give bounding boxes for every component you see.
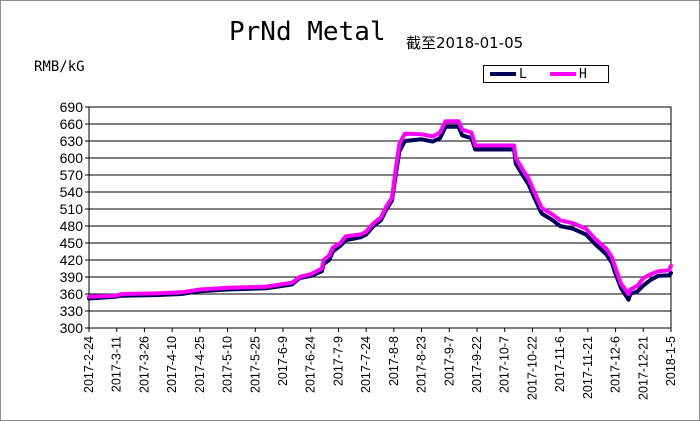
y-tick-label: 660	[60, 116, 84, 132]
x-tick-label: 2017-10-22	[525, 336, 539, 400]
x-tick-label: 2017-4-25	[193, 336, 207, 393]
x-tick-label: 2017-12-6	[609, 336, 623, 393]
y-tick-label: 570	[60, 167, 84, 183]
legend: L H	[483, 65, 609, 83]
x-tick-label: 2017-7-9	[331, 336, 345, 386]
x-tick-label: 2017-5-25	[248, 336, 262, 393]
x-tick-label: 2017-9-7	[442, 336, 456, 386]
y-tick-label: 450	[60, 235, 84, 251]
legend-label-l: L	[519, 66, 527, 82]
chart-subtitle: 截至2018-01-05	[406, 34, 524, 52]
y-tick-label: 510	[60, 201, 84, 217]
legend-item-l: L	[490, 66, 527, 82]
y-tick-label: 390	[60, 269, 84, 285]
x-tick-label: 2017-9-22	[470, 336, 484, 393]
y-tick-label: 630	[60, 133, 84, 149]
x-tick-label: 2017-5-10	[221, 336, 235, 393]
series-line-h	[87, 119, 673, 299]
y-tick-label: 540	[60, 184, 84, 200]
y-tick-label: 600	[60, 150, 84, 166]
y-tick-label: 360	[60, 286, 84, 302]
legend-item-h: H	[550, 66, 587, 82]
x-tick-label: 2017-3-11	[110, 336, 124, 392]
y-tick-label: 300	[60, 320, 84, 336]
x-tick-label: 2017-3-26	[137, 336, 151, 393]
x-tick-label: 2018-1-5	[664, 336, 678, 386]
chart-title: PrNd Metal	[229, 17, 386, 47]
y-tick-label: 690	[60, 99, 84, 115]
x-tick-label: 2017-11-21	[581, 336, 595, 399]
x-tick-label: 2017-6-24	[304, 336, 318, 393]
x-tick-label: 2017-8-8	[387, 336, 401, 386]
x-tick-label: 2017-10-7	[498, 336, 512, 393]
legend-label-h: H	[579, 66, 587, 82]
x-tick-label: 2017-11-6	[553, 336, 567, 392]
legend-swatch-l	[490, 72, 516, 76]
x-tick-label: 2017-4-10	[165, 336, 179, 393]
y-axis-unit-label: RMB/kG	[34, 59, 85, 75]
y-tick-label: 480	[60, 218, 84, 234]
y-tick-label: 420	[60, 252, 84, 268]
plot-border	[88, 106, 672, 329]
y-tick-label: 330	[60, 303, 84, 319]
x-tick-label: 2017-6-9	[276, 336, 290, 386]
x-tick-label: 2017-2-24	[82, 336, 96, 393]
legend-swatch-h	[550, 72, 576, 76]
x-tick-label: 2017-12-21	[636, 336, 650, 400]
x-tick-label: 2017-8-23	[415, 336, 429, 393]
x-tick-label: 2017-7-24	[359, 336, 373, 393]
